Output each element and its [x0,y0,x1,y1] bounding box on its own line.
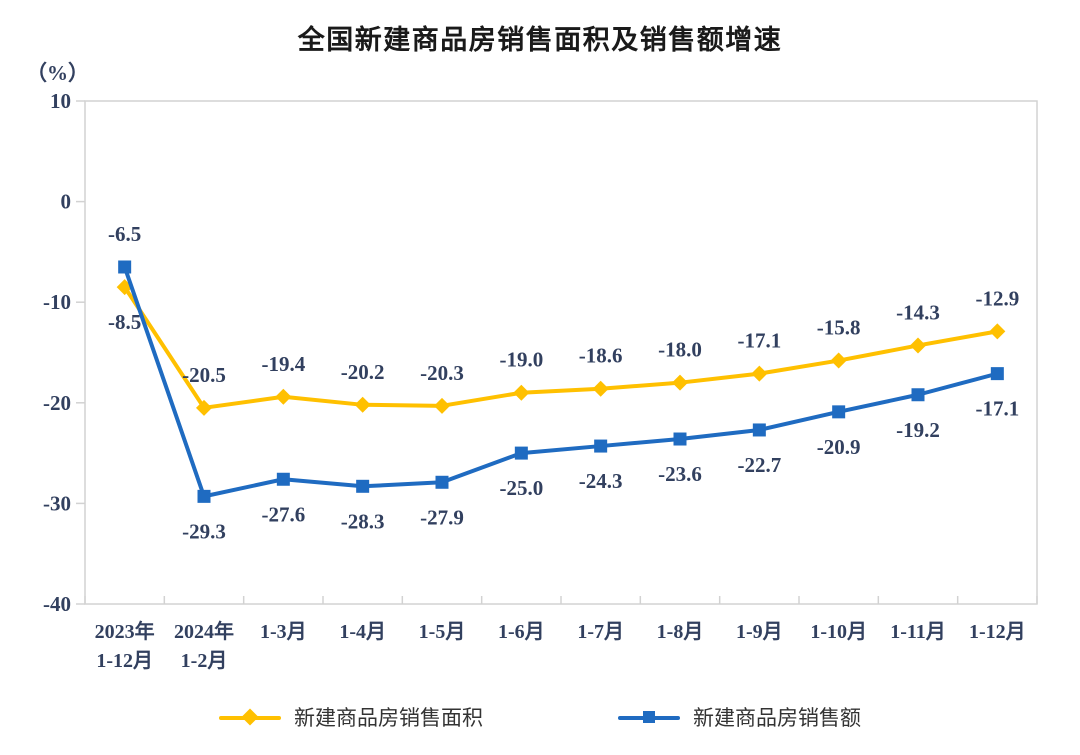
x-axis-label: 1-11月 [890,621,946,643]
data-point-marker [832,405,846,419]
data-label: -20.3 [420,361,464,385]
legend-label-sales-area: 新建商品房销售面积 [294,706,483,730]
data-point-marker [434,397,450,414]
data-point-marker [197,489,211,503]
legend: 新建商品房销售面积 新建商品房销售额 [0,702,1080,732]
data-label: -15.8 [817,316,861,340]
y-tick-label: -30 [43,491,71,515]
x-axis-label: 1-12月 [96,650,153,672]
legend-item-sales-area: 新建商品房销售面积 [219,702,483,732]
series-line-1 [122,264,1000,499]
data-point-marker [354,396,371,413]
data-label: -20.2 [341,360,385,384]
series-line-0 [122,285,1000,410]
data-label: -25.0 [499,476,543,500]
data-label: -27.9 [420,505,464,529]
x-axis-label: 1-10月 [810,621,867,643]
y-tick-label: -40 [43,592,71,616]
data-label: -28.3 [341,509,385,533]
legend-label-sales-amount: 新建商品房销售额 [693,706,861,730]
data-label: -8.5 [108,310,141,334]
data-label: -17.1 [975,397,1019,421]
data-point-marker [751,365,768,382]
data-label: -19.2 [896,418,940,442]
y-tick-label: -20 [43,391,71,415]
data-label: -19.0 [499,348,543,372]
x-axis-label: 1-5月 [419,621,466,643]
x-axis-label: 2024年 [174,619,234,643]
x-axis-label: 1-8月 [657,621,704,643]
data-point-marker [276,472,290,486]
data-point-marker [673,432,687,446]
chart-canvas: 10 0 -10 -20 -30 -40 2023年 1-12月 2024年 1-2月 1-3月 1-… [43,89,1038,672]
x-axis-label: 1-9月 [736,621,783,643]
data-label: -19.4 [261,352,305,376]
chart-title: 全国新建商品房销售面积及销售额增速 [297,25,783,55]
y-tick-label: -10 [43,290,71,314]
data-point-marker [594,439,608,453]
data-point-marker [830,352,847,369]
data-label: -22.7 [737,453,781,477]
data-label: -12.9 [975,286,1019,310]
data-point-marker [513,384,530,401]
data-label: -18.0 [658,338,702,362]
data-point-marker [356,479,370,493]
data-point-marker [592,380,609,397]
data-label: -29.3 [182,519,226,543]
data-point-marker [275,388,292,405]
data-point-marker [911,388,925,402]
data-point-marker [514,446,528,460]
data-label: -20.9 [817,435,861,459]
data-label: -20.5 [182,363,226,387]
data-point-marker [910,337,926,354]
data-point-marker [672,374,688,391]
data-label: -14.3 [896,300,940,324]
x-axis-label: 1-6月 [498,621,545,643]
y-axis-unit-label: （%） [26,61,89,85]
data-label: -6.5 [108,222,141,246]
legend-square-icon [643,710,655,723]
legend-marker-sales-area [219,708,281,725]
legend-marker-sales-amount [618,710,680,725]
x-axis-label: 2023年 [95,619,155,643]
x-axis-label: 1-12月 [969,621,1026,643]
data-point-marker [989,323,1006,340]
data-label: -27.6 [261,502,305,526]
data-label: -24.3 [579,469,623,493]
x-axis-label: 1-7月 [577,621,624,643]
plot-border [84,100,1038,605]
data-point-marker [990,367,1004,381]
data-point-marker [752,423,766,437]
x-axis-label: 1-2月 [181,650,228,672]
y-tick-label: 10 [50,89,71,113]
data-point-marker [116,279,133,296]
data-point-marker [196,399,212,416]
legend-item-sales-amount: 新建商品房销售额 [618,702,861,732]
x-axis-label: 1-4月 [339,621,386,643]
data-label: -18.6 [579,344,623,368]
x-axis-label: 1-3月 [260,621,307,643]
data-point-marker [118,260,132,274]
data-label: -23.6 [658,462,702,486]
data-label: -17.1 [737,329,781,353]
legend-diamond-icon [241,708,259,725]
y-tick-label: 0 [61,190,72,214]
data-point-marker [435,475,449,489]
